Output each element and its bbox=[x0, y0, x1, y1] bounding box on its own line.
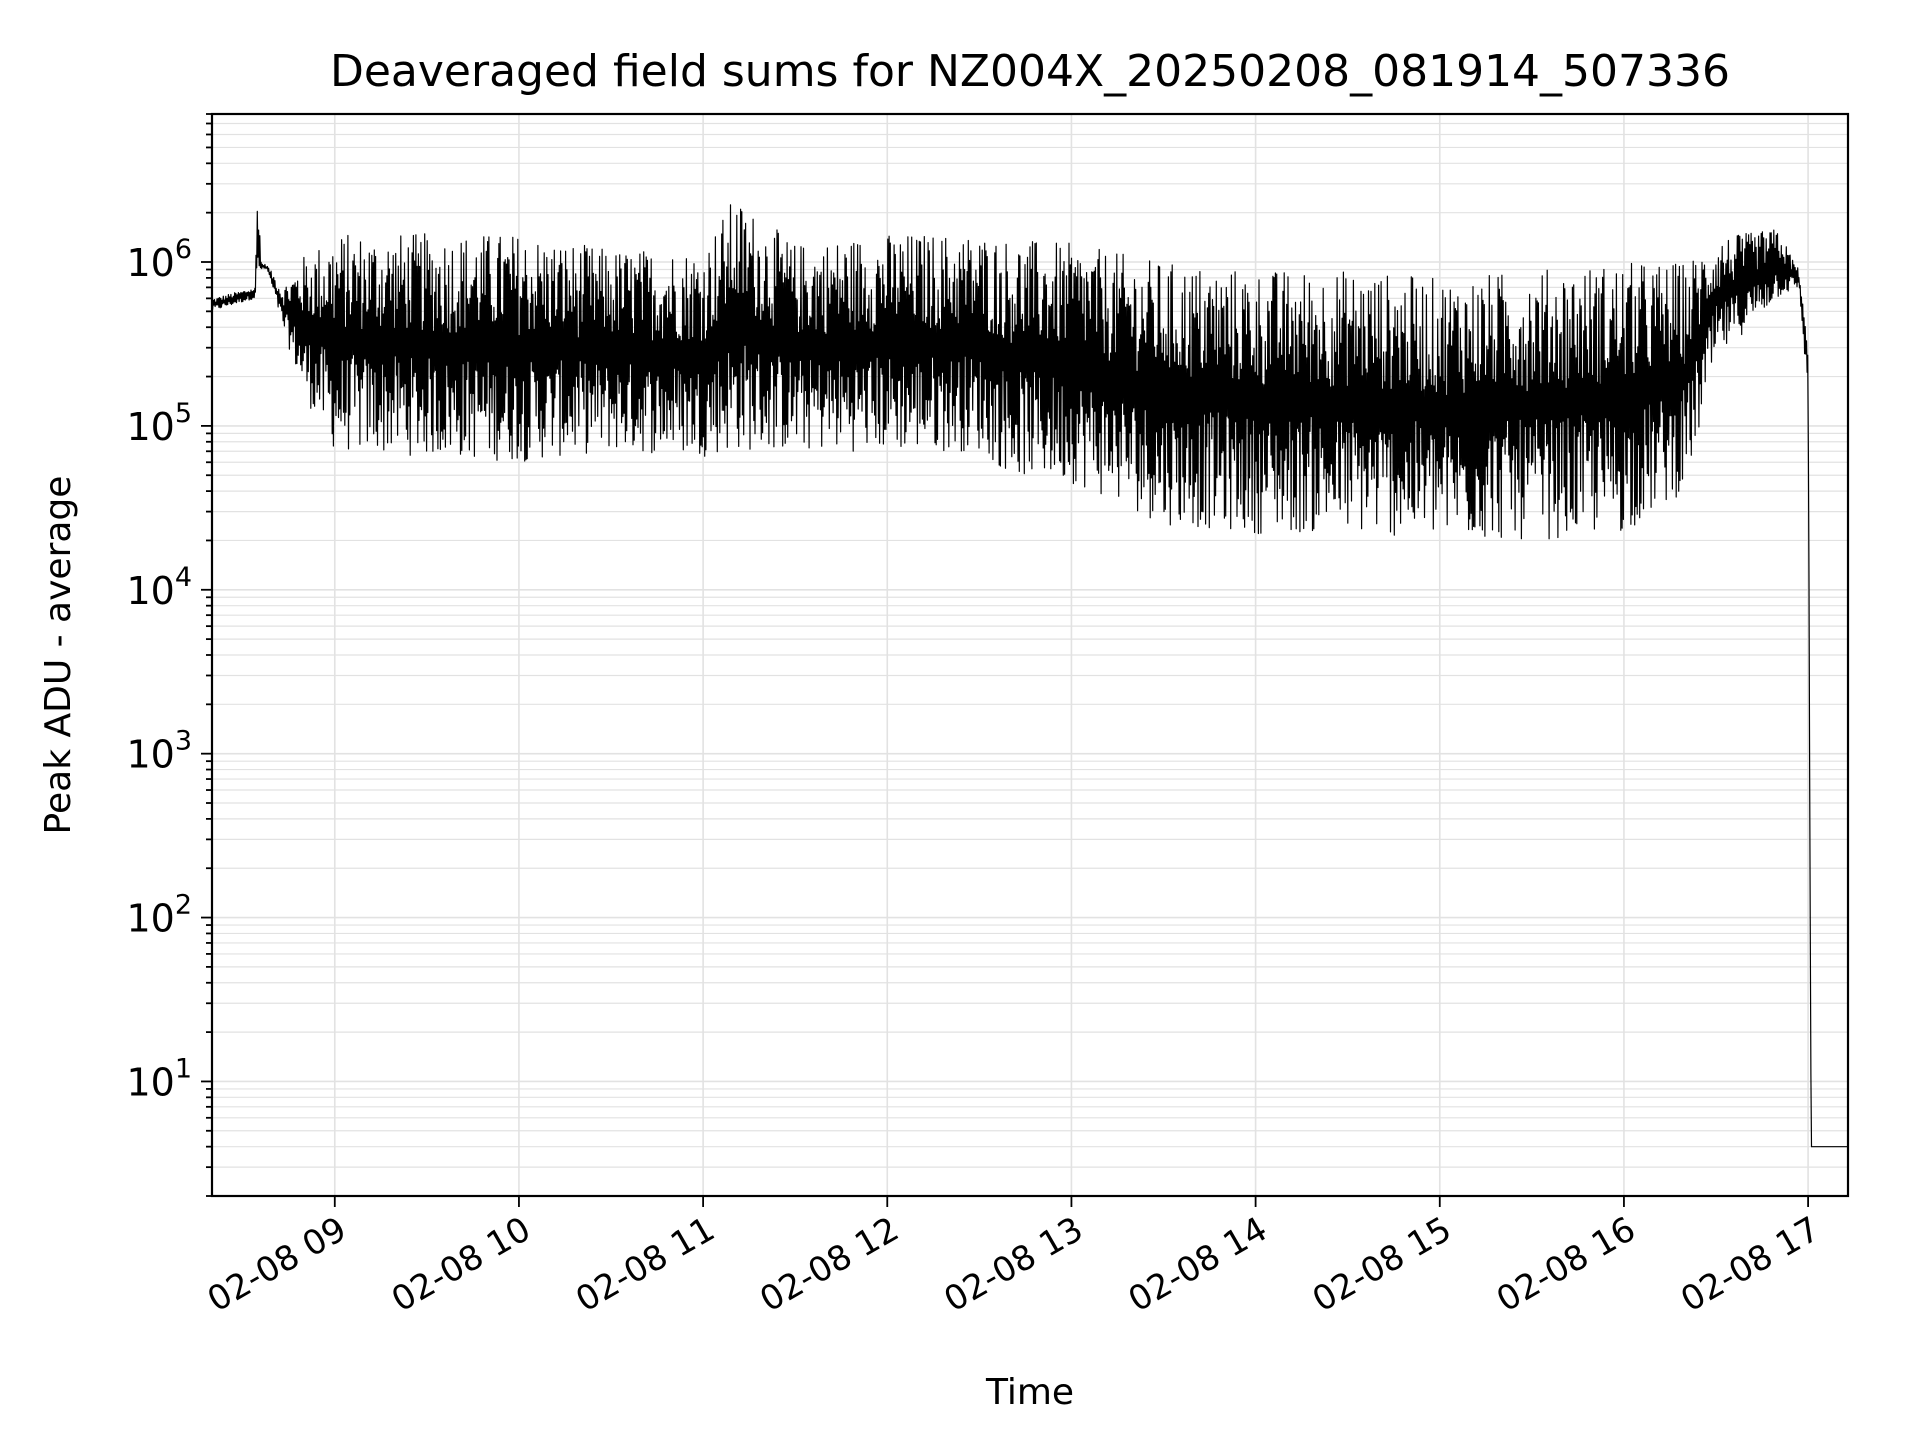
y-tick-exponent: 2 bbox=[175, 890, 192, 921]
y-tick-exponent: 1 bbox=[175, 1053, 192, 1084]
y-tick-label: 106 bbox=[126, 234, 192, 285]
y-tick-base: 10 bbox=[126, 897, 174, 941]
y-tick-label: 104 bbox=[126, 562, 192, 613]
series-line bbox=[211, 204, 1848, 1148]
chart-title: Deaveraged field sums for NZ004X_2025020… bbox=[330, 46, 1730, 97]
y-tick-label: 105 bbox=[126, 398, 192, 449]
y-tick-label: 102 bbox=[126, 890, 192, 941]
y-tick-label: 101 bbox=[126, 1053, 192, 1104]
x-axis-label: Time bbox=[985, 1372, 1074, 1413]
y-tick-base: 10 bbox=[126, 241, 174, 285]
y-tick-base: 10 bbox=[126, 1060, 174, 1104]
y-axis-label: Peak ADU - average bbox=[38, 476, 79, 835]
y-tick-exponent: 5 bbox=[175, 398, 192, 429]
y-tick-label: 103 bbox=[126, 726, 192, 777]
y-tick-exponent: 3 bbox=[175, 726, 192, 757]
y-tick-exponent: 4 bbox=[175, 562, 192, 593]
y-tick-base: 10 bbox=[126, 405, 174, 449]
y-tick-base: 10 bbox=[126, 569, 174, 613]
axis-ticks bbox=[201, 113, 1809, 1207]
y-tick-base: 10 bbox=[126, 733, 174, 777]
series-layer bbox=[211, 204, 1848, 1148]
y-tick-exponent: 6 bbox=[175, 234, 192, 265]
